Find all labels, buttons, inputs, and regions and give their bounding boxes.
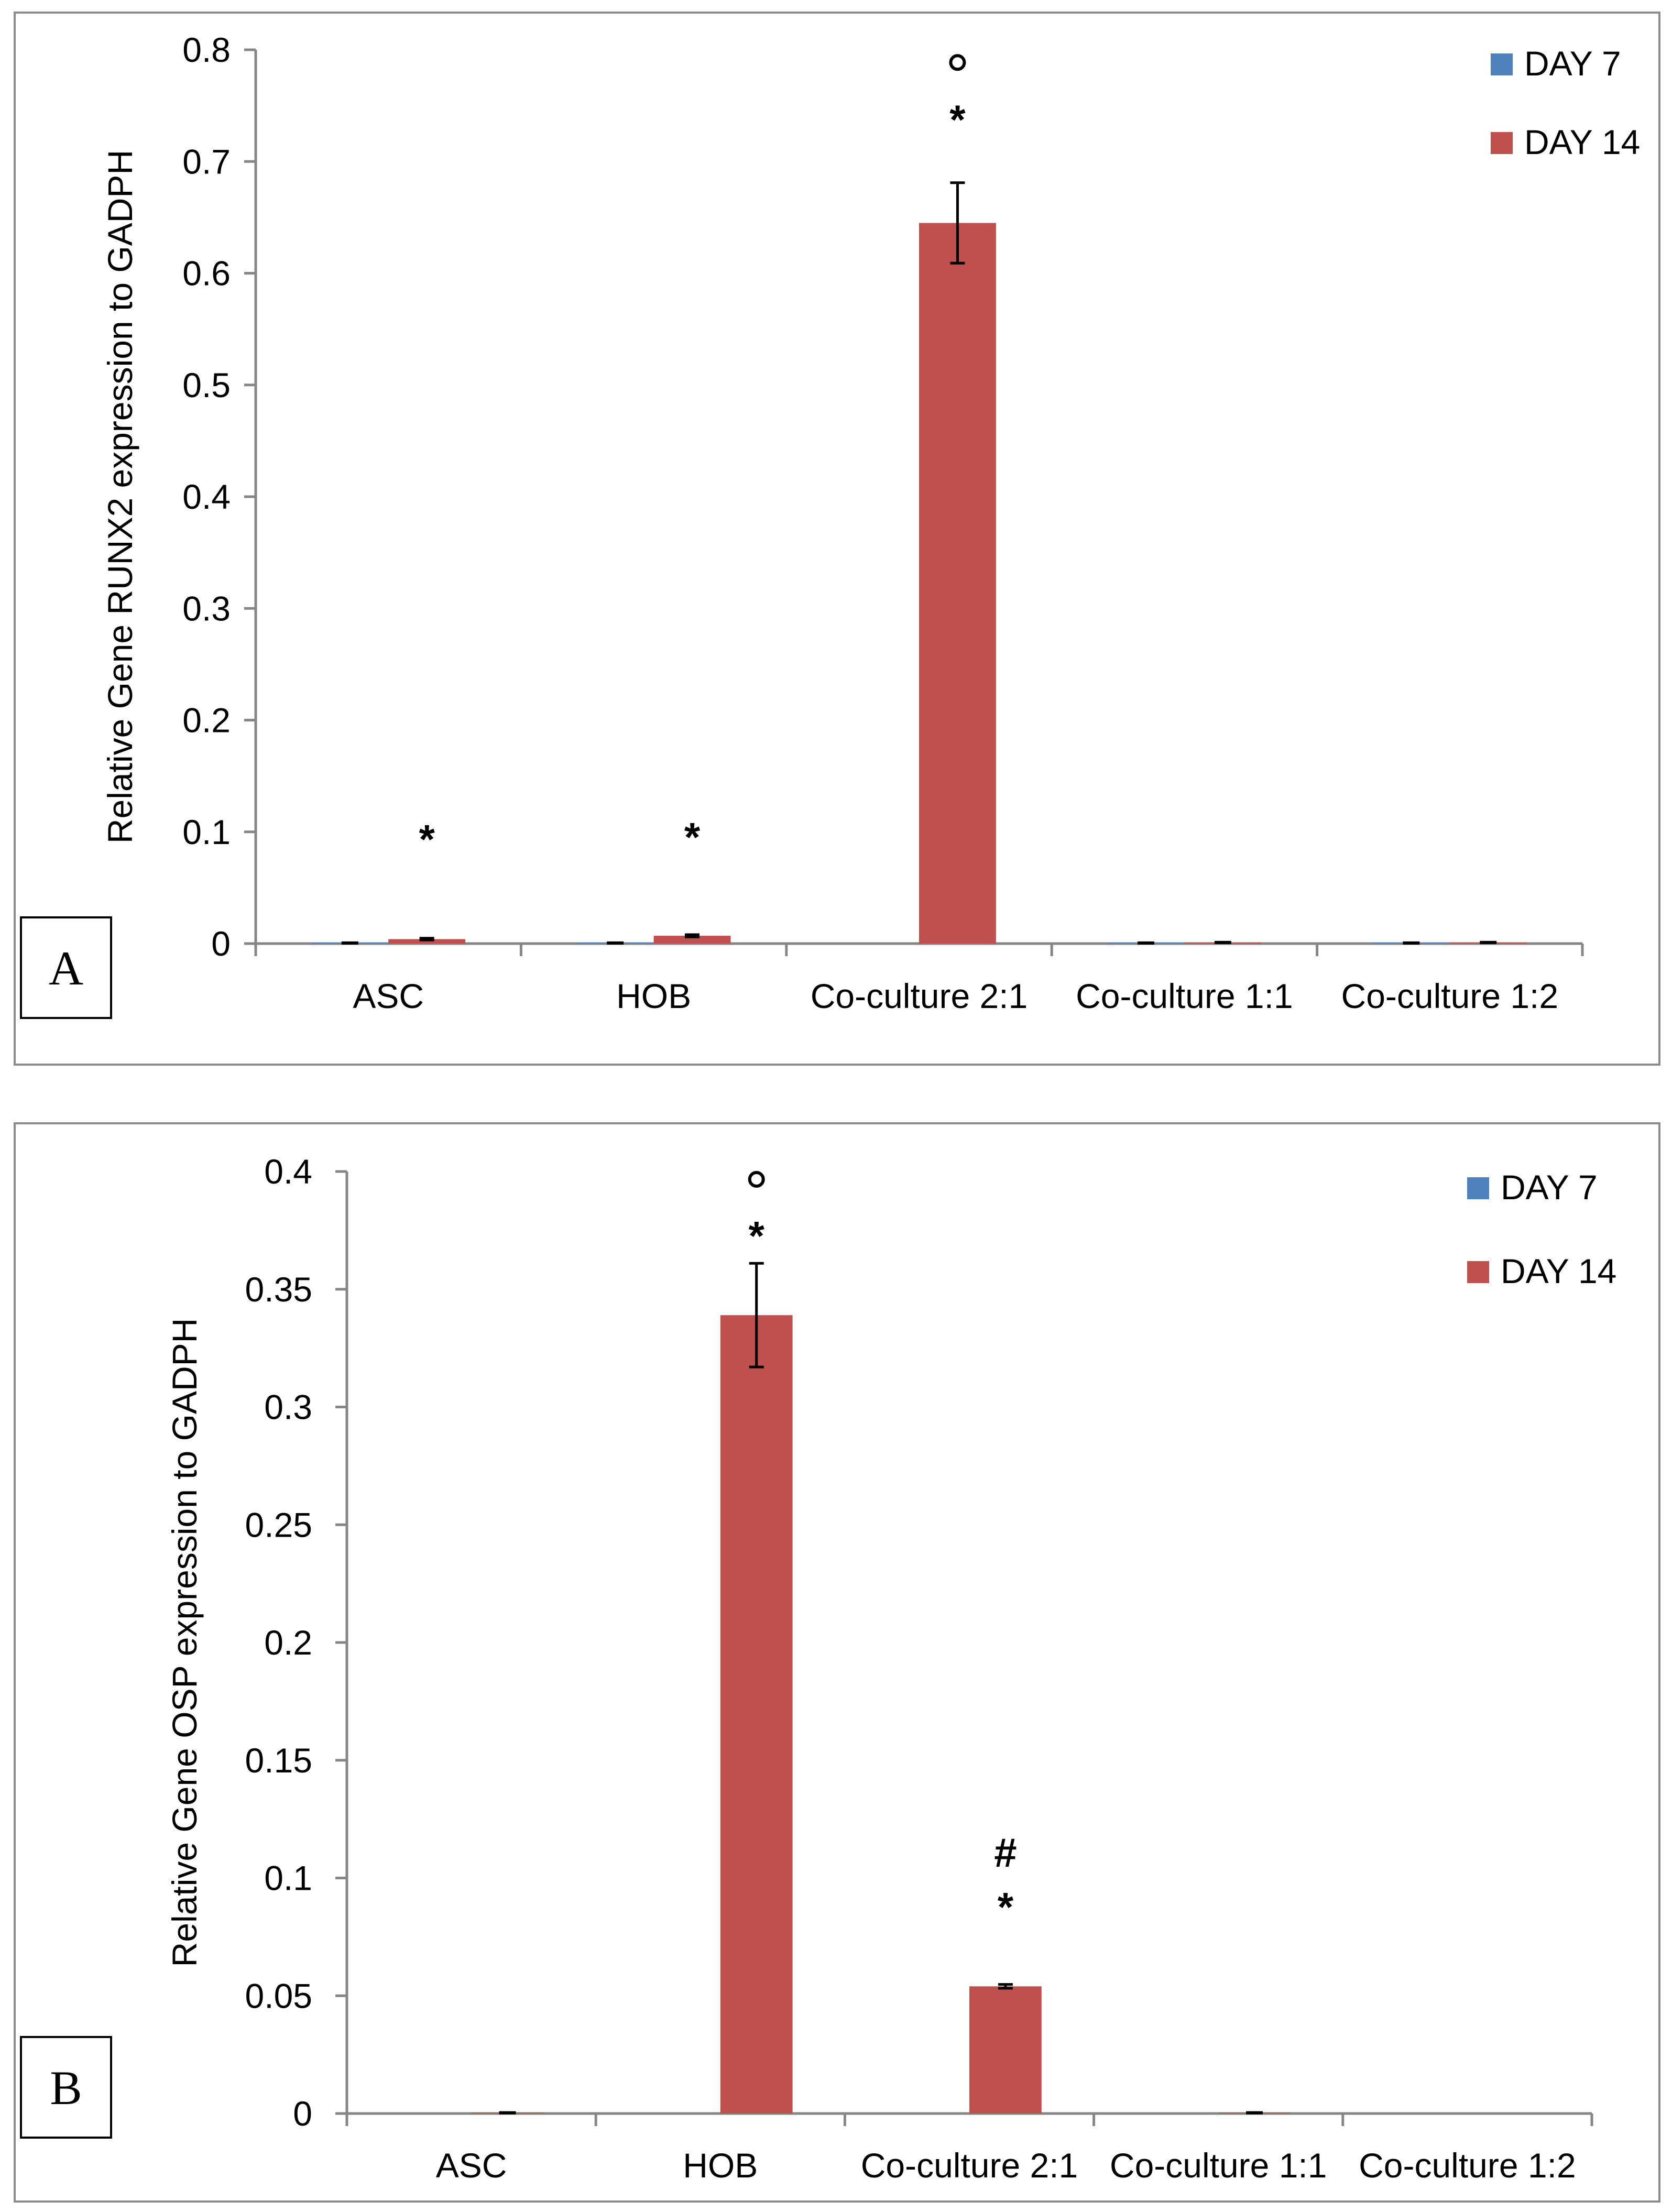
chart-b-y-tick-label: 0.1 [264, 1859, 312, 1898]
chart-b-y-tick-label: 0.35 [245, 1270, 312, 1309]
chart-a-y-tick-label: 0 [211, 924, 231, 963]
chart-b-y-tick-label: 0.4 [264, 1152, 312, 1191]
chart-b-category-label: Co-culture 1:1 [1110, 2146, 1327, 2185]
chart-b-y-tick-label: 0.2 [264, 1623, 312, 1662]
chart-a-annotation: * [419, 816, 435, 862]
chart-b-category-label: ASC [436, 2146, 507, 2185]
chart-a-category-label: Co-culture 1:1 [1076, 977, 1293, 1015]
chart-a-category-label: Co-culture 2:1 [811, 977, 1028, 1015]
chart-b-category-label: Co-culture 2:1 [861, 2146, 1078, 2185]
chart-a-y-tick-label: 0.7 [182, 142, 231, 181]
chart-panel-a: 0 0.1 0.2 0.3 0.4 0.5 0.6 0.7 0.8 ASC HOB Co-cultur… [14, 12, 1660, 1066]
chart-b-legend-swatch [1467, 1177, 1489, 1199]
chart-a-bar-day14 [653, 936, 731, 944]
chart-b-y-tick-label: 0.05 [245, 1976, 312, 2015]
chart-a-panel-letter-box [20, 916, 112, 1019]
chart-b-y-tick-label: 0.25 [245, 1505, 312, 1544]
chart-a-annotation: * [949, 96, 966, 143]
chart-b-annotation: * [749, 1212, 765, 1258]
chart-b-panel-letter: B [50, 2061, 82, 2115]
chart-a-y-tick-label: 0.8 [182, 30, 231, 69]
chart-b-annotation: * [998, 1884, 1014, 1930]
chart-a-y-tick-label: 0.2 [182, 701, 231, 740]
chart-b-bar-day14 [720, 1315, 793, 2114]
chart-a-legend-swatch [1491, 53, 1513, 75]
chart-a-bar-day14 [919, 223, 996, 944]
chart-b-y-tick-label: 0.15 [245, 1741, 312, 1780]
chart-a-annotation: * [684, 814, 701, 860]
chart-a-annotation-degree [949, 54, 966, 71]
chart-a-y-tick-label: 0.4 [182, 477, 231, 516]
chart-a-y-tick-label: 0.1 [182, 813, 231, 851]
chart-a-panel-letter: A [49, 941, 83, 995]
chart-b-legend-label: DAY 7 [1501, 1168, 1598, 1207]
chart-a-y-axis-label: Relative Gene RUNX2 expression to GADPH [101, 150, 139, 844]
chart-b-y-axis-label: Relative Gene OSP expression to GADPH [165, 1318, 204, 1967]
chart-a-legend-label: DAY 7 [1524, 44, 1621, 83]
chart-b-annotation-degree [748, 1170, 765, 1188]
chart-b-bar-day14 [969, 1986, 1042, 2114]
chart-b-legend-swatch [1467, 1261, 1489, 1283]
chart-a-y-tick-label: 0.3 [182, 589, 231, 628]
chart-a-category-label: Co-culture 1:2 [1341, 977, 1559, 1015]
chart-b-legend-label: DAY 14 [1501, 1252, 1616, 1290]
chart-a-y-tick-label: 0.6 [182, 254, 231, 293]
chart-a-bar-day14 [388, 939, 466, 944]
chart-a-legend-label: DAY 14 [1524, 123, 1640, 161]
chart-b-y-tick-label: 0 [293, 2094, 312, 2133]
chart-a-category-label: ASC [353, 977, 424, 1015]
chart-b-category-label: Co-culture 1:2 [1359, 2146, 1576, 2185]
chart-a-svg: 0 0.1 0.2 0.3 0.4 0.5 0.6 0.7 0.8 ASC HOB Co-cultur… [20, 30, 1640, 1019]
chart-b-y-tick-label: 0.3 [264, 1388, 312, 1427]
chart-a-legend-swatch [1491, 132, 1513, 154]
chart-b-annotation: # [994, 1830, 1017, 1876]
chart-b-category-label: HOB [683, 2146, 758, 2185]
chart-b-svg: 0 0.05 0.1 0.15 0.2 0.25 0.3 0.35 0.4 ASC HOB Co-cu… [20, 1152, 1616, 2185]
chart-b-panel-letter-box [20, 2036, 112, 2139]
chart-a-y-tick-label: 0.5 [182, 366, 231, 404]
chart-panel-b: 0 0.05 0.1 0.15 0.2 0.25 0.3 0.35 0.4 ASC HOB Co-cu… [14, 1122, 1660, 2203]
chart-a-category-label: HOB [616, 977, 691, 1015]
